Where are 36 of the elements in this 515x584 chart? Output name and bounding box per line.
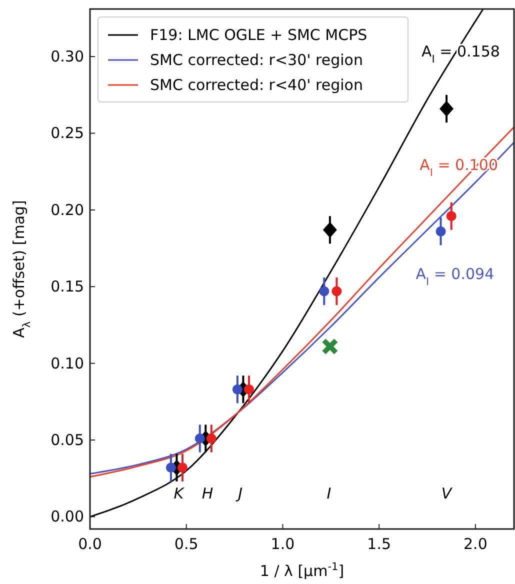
x-tick-label: 0.0 bbox=[78, 535, 102, 553]
y-tick-label: 0.15 bbox=[50, 278, 84, 296]
annotation: A$_{I}$ = 0.094 bbox=[416, 264, 494, 288]
y-tick-label: 0.10 bbox=[50, 354, 84, 372]
point bbox=[321, 338, 338, 355]
point bbox=[166, 462, 176, 473]
x-tick-label: 2.0 bbox=[464, 535, 488, 553]
point bbox=[244, 384, 254, 394]
y-tick-label: 0.00 bbox=[50, 508, 84, 526]
legend-label: F19: LMC OGLE + SMC MCPS bbox=[150, 26, 368, 44]
y-tick-label: 0.25 bbox=[50, 124, 84, 142]
y-tick-label: 0.20 bbox=[50, 200, 84, 219]
point bbox=[319, 286, 330, 296]
point bbox=[232, 384, 242, 394]
x-axis-title: 1 / λ [μm$^{-1}$] bbox=[260, 561, 344, 580]
point bbox=[322, 222, 337, 238]
legend-label: SMC corrected: r<40' region bbox=[150, 76, 363, 94]
legend-label: SMC corrected: r<30' region bbox=[150, 51, 363, 69]
annotation: J bbox=[235, 484, 243, 502]
x-tick-label: 1.0 bbox=[270, 535, 295, 553]
annotation: H bbox=[202, 484, 214, 502]
point bbox=[206, 434, 216, 444]
y-tick-label: 0.30 bbox=[50, 48, 84, 66]
point bbox=[178, 462, 188, 473]
x-tick-label: 0.5 bbox=[174, 535, 198, 553]
point bbox=[194, 434, 205, 444]
annotation: A$_{I}$ = 0.158 bbox=[421, 42, 500, 66]
annotation: V bbox=[441, 484, 454, 502]
x-tick-label: 1.5 bbox=[367, 535, 392, 553]
point bbox=[436, 226, 446, 236]
annotation: K bbox=[174, 484, 185, 502]
point bbox=[440, 100, 454, 117]
y-tick-label: 0.05 bbox=[50, 431, 84, 450]
point bbox=[332, 286, 342, 296]
annotation: I bbox=[326, 484, 332, 502]
point bbox=[446, 211, 456, 222]
